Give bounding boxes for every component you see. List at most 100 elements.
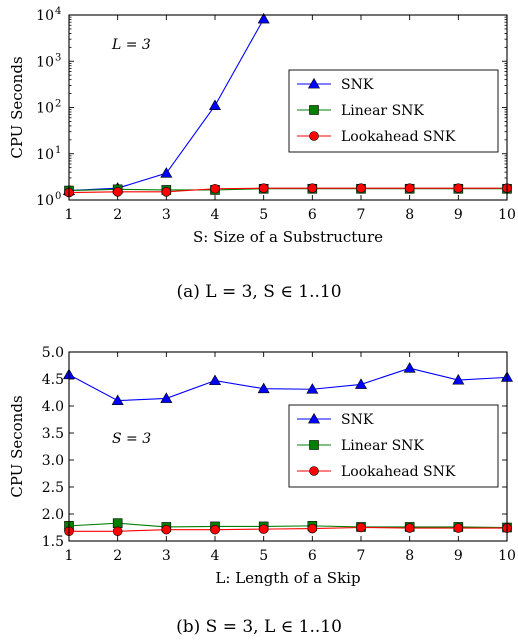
parameter-annotation: S = 3 (112, 431, 151, 447)
legend-label: Lookahead SNK (341, 129, 456, 145)
legend-marker (309, 105, 319, 115)
legend-marker (307, 77, 321, 89)
series-line-circle (69, 526, 507, 532)
data-point-circle (210, 183, 220, 194)
x-tick-label: 9 (454, 548, 463, 564)
data-point-circle (161, 524, 172, 535)
data-point-circle (453, 523, 464, 533)
data-point-circle (258, 183, 269, 193)
data-point-triangle (403, 362, 416, 373)
legend-label: SNK (341, 412, 374, 428)
y-tick-label: 3.5 (42, 426, 64, 442)
data-point-circle (404, 183, 415, 193)
x-tick-label: 5 (259, 548, 268, 564)
data-point-circle (112, 526, 123, 537)
x-tick-label: 6 (308, 548, 317, 564)
data-point-circle (210, 524, 220, 535)
panel-caption: (b) S = 3, L ∈ 1..10 (176, 617, 342, 637)
series-line-square (68, 522, 508, 529)
x-tick-label: 3 (162, 548, 171, 564)
x-tick-label: 7 (357, 207, 366, 223)
legend-marker (309, 466, 319, 476)
y-tick-base: 10 (36, 193, 54, 209)
data-point-triangle (208, 99, 222, 111)
x-tick-label: 1 (65, 207, 74, 223)
y-tick-base: 10 (36, 147, 54, 163)
y-tick-label: 1.5 (42, 534, 64, 550)
x-tick-label: 4 (211, 548, 220, 564)
data-point-circle (112, 187, 123, 197)
legend-label: Lookahead SNK (341, 464, 456, 480)
x-tick-label: 10 (498, 548, 516, 564)
panel-b: 1 2 3 4 5 6 7 8 9 10 1.5 2.0 2.5 3.0 3.5 4.0 4.5 5.0 S = 3… (8, 345, 516, 637)
legend-label: SNK (341, 77, 374, 93)
data-point-triangle (160, 167, 173, 178)
legend-marker (309, 440, 319, 450)
data-point-triangle (257, 382, 270, 394)
data-point-circle (307, 183, 318, 193)
data-point-triangle (257, 12, 270, 24)
y-tick-label: 10 (36, 54, 54, 70)
panel-caption: (a) L = 3, S ∈ 1..10 (176, 282, 341, 302)
x-tick-label: 7 (357, 548, 366, 564)
axes-frame (68, 14, 508, 201)
x-tick-label: 8 (405, 548, 414, 564)
legend-marker (309, 131, 319, 141)
series-line-circle (68, 187, 507, 194)
y-tick-exponent: 4 (55, 6, 61, 17)
data-point-triangle (306, 383, 319, 394)
x-tick-label: 9 (454, 207, 463, 223)
x-tick-label: 2 (113, 207, 122, 223)
y-tick-label: 10 (36, 147, 54, 163)
y-tick-label: 5.0 (42, 345, 64, 361)
data-point-circle (404, 523, 415, 533)
y-tick-label: 4.0 (42, 399, 64, 415)
y-tick-label: 10 (36, 193, 54, 209)
y-tick-label: 2.0 (42, 507, 64, 523)
y-tick-base: 10 (36, 101, 54, 117)
x-tick-label: 6 (308, 207, 317, 223)
x-tick-label: 10 (498, 207, 516, 223)
x-tick-label: 3 (162, 207, 171, 223)
data-point-circle (161, 187, 172, 197)
y-tick-label: 3.0 (42, 453, 64, 469)
y-tick-label: 2.5 (42, 480, 64, 496)
data-point-circle (356, 522, 366, 533)
data-point-circle (356, 183, 366, 193)
x-tick-label: 4 (211, 207, 220, 223)
series-line-triangle (68, 367, 508, 402)
y-tick-exponent: 2 (55, 99, 61, 110)
data-point-circle (258, 524, 269, 534)
y-tick-base: 10 (36, 8, 54, 24)
data-point-triangle (452, 373, 465, 385)
data-point-circle (453, 183, 464, 193)
data-point-triangle (160, 392, 173, 403)
x-tick-label: 8 (405, 207, 414, 223)
data-point-triangle (354, 378, 368, 389)
legend-marker (307, 412, 321, 424)
y-tick-base: 10 (36, 54, 54, 70)
data-point-circle (307, 523, 318, 534)
y-axis-label: CPU Seconds (8, 56, 26, 158)
x-tick-label: 2 (113, 548, 122, 564)
x-axis-label: L: Length of a Skip (215, 569, 360, 587)
y-tick-exponent: 1 (55, 145, 61, 156)
data-point-square (112, 518, 123, 528)
parameter-annotation: L = 3 (111, 37, 151, 53)
x-tick-label: 5 (259, 207, 268, 223)
y-axis-label: CPU Seconds (8, 395, 26, 497)
y-tick-label: 10 (36, 8, 54, 24)
axes-frame (68, 351, 508, 542)
legend-label: Linear SNK (341, 438, 424, 454)
x-axis-label: S: Size of a Substructure (193, 228, 383, 246)
y-tick-label: 4.5 (42, 372, 64, 388)
series-line-square (68, 188, 507, 192)
data-point-triangle (208, 374, 222, 386)
data-point-triangle (111, 394, 124, 406)
x-tick-label: 1 (65, 548, 74, 564)
y-tick-label: 10 (36, 101, 54, 117)
legend-label: Linear SNK (341, 103, 424, 119)
y-tick-exponent: 3 (55, 52, 61, 63)
